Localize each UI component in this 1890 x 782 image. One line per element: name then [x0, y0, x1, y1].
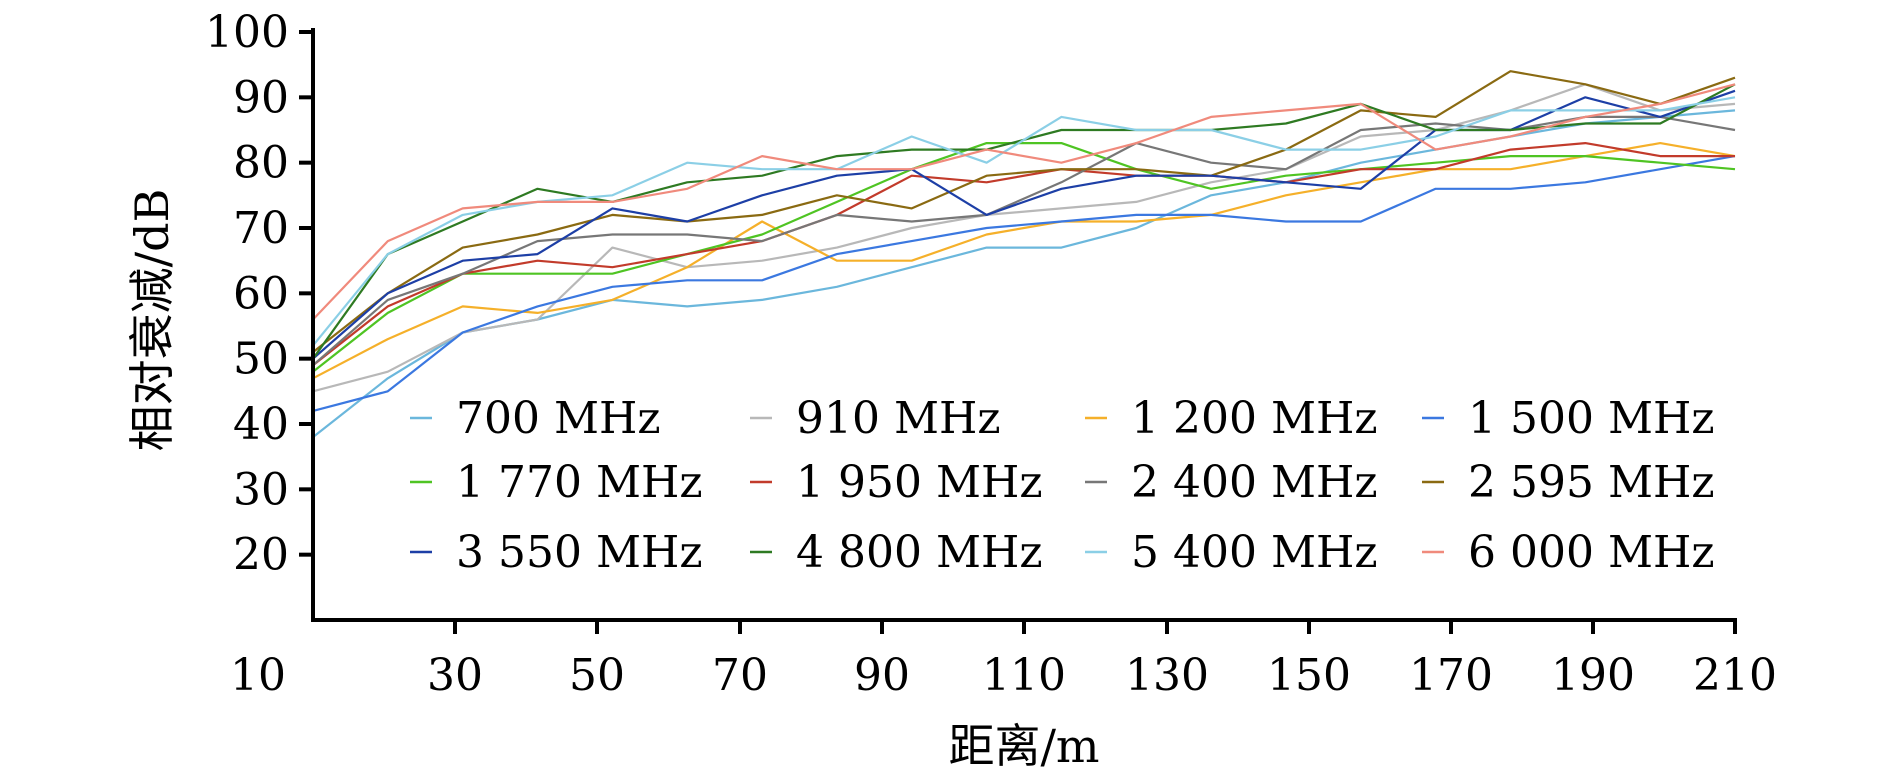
- x-tick-label: 190: [1551, 650, 1635, 701]
- legend-label: 700 MHz: [456, 393, 661, 444]
- y-tick-label: 90: [233, 72, 289, 123]
- x-tick-label: 30: [427, 650, 483, 701]
- x-ticks: 10 30 50 70 90 110 130 150 170 190 210: [230, 620, 1777, 701]
- series-line-4: [312, 142, 1736, 373]
- legend-label: 5 400 MHz: [1131, 527, 1378, 578]
- series-line-7: [312, 70, 1736, 353]
- x-tick-label: 50: [569, 650, 625, 701]
- legend-label: 6 000 MHz: [1468, 527, 1715, 578]
- x-tick-label: 70: [712, 650, 768, 701]
- legend-label: 2 595 MHz: [1468, 457, 1715, 508]
- series-line-6: [312, 115, 1736, 367]
- legend-label: 2 400 MHz: [1131, 457, 1378, 508]
- x-tick-label: 110: [982, 650, 1066, 701]
- legend-label: 1 500 MHz: [1468, 393, 1715, 444]
- x-tick-label: 130: [1125, 650, 1209, 701]
- series-line-5: [312, 142, 1735, 367]
- x-tick-label: 210: [1693, 650, 1777, 701]
- y-tick-label: 80: [233, 138, 289, 189]
- series-line-2: [312, 142, 1736, 380]
- series-line-1: [312, 83, 1736, 393]
- legend-label: 3 550 MHz: [456, 527, 703, 578]
- series-layer: [312, 70, 1736, 438]
- legend-label: 4 800 MHz: [796, 527, 1043, 578]
- legend-label: 1 770 MHz: [456, 457, 703, 508]
- x-axis-title: 距离/m: [948, 719, 1099, 773]
- y-tick-label: 20: [233, 530, 289, 581]
- y-tick-label: 60: [233, 268, 289, 319]
- y-tick-label: 40: [233, 399, 289, 450]
- legend-label: 1 200 MHz: [1131, 393, 1378, 444]
- series-line-3: [312, 155, 1736, 412]
- y-tick-label: 70: [233, 203, 289, 254]
- x-tick-label: 10: [230, 650, 286, 701]
- y-tick-label: 100: [205, 7, 289, 58]
- x-tick-label: 150: [1267, 650, 1351, 701]
- y-tick-label: 50: [233, 334, 289, 385]
- legend: 700 MHz 910 MHz 1 200 MHz 1 500 MHz 1 770 MH…: [410, 393, 1715, 578]
- y-ticks: 20 30 40 50 60 70 80 90 100: [205, 7, 313, 581]
- legend-label: 1 950 MHz: [796, 457, 1043, 508]
- series-line-11: [312, 83, 1736, 321]
- x-tick-label: 170: [1409, 650, 1493, 701]
- y-tick-label: 30: [233, 464, 289, 515]
- y-axis-title: 相对衰减/dB: [125, 189, 179, 452]
- legend-label: 910 MHz: [796, 393, 1001, 444]
- x-tick-label: 90: [854, 650, 910, 701]
